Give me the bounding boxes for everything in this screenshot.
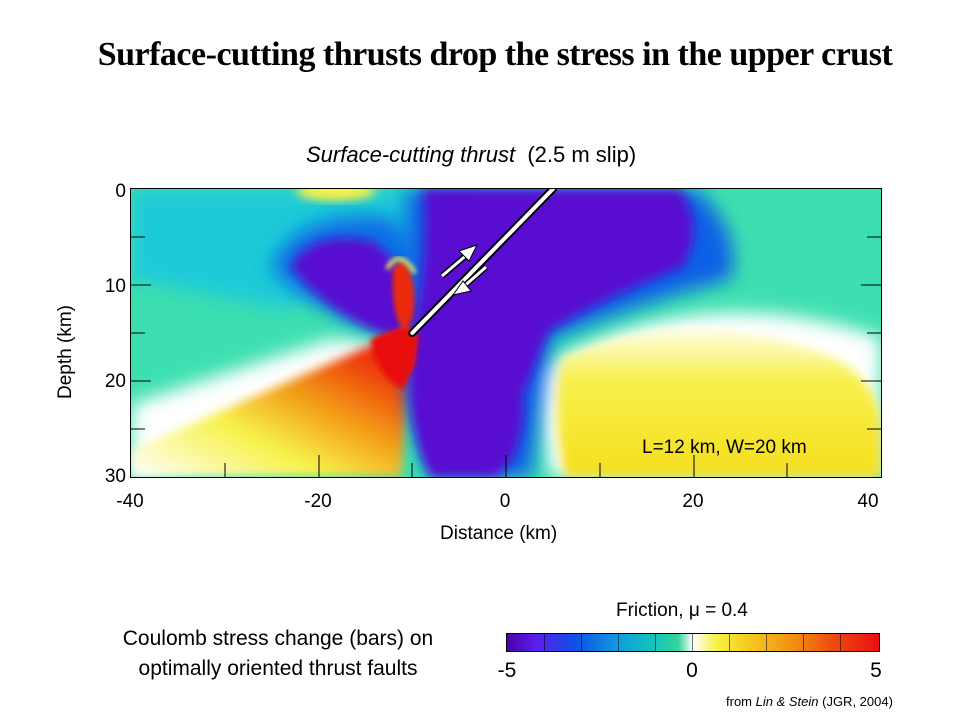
colorbar-max-label: 5 <box>870 659 882 682</box>
y-tick-label: 20 <box>104 371 126 392</box>
colorbar <box>506 633 880 652</box>
fault-trace <box>410 189 555 335</box>
colorbar-division <box>692 634 693 651</box>
colorbar-title: Friction, μ = 0.4 <box>616 600 748 621</box>
y-tick-label: 0 <box>115 181 126 202</box>
colorbar-description-line1: Coulomb stress change (bars) on <box>122 627 434 650</box>
colorbar-division <box>766 634 767 651</box>
tip-yellow-rim <box>385 257 417 275</box>
positive-tip-upper <box>392 261 415 331</box>
surface-yellow <box>296 189 376 201</box>
positive-tip-red <box>371 325 419 389</box>
slip-arrow-hanging-wall <box>440 244 478 279</box>
positive-fan-left <box>131 331 413 477</box>
x-tick-label: -20 <box>304 491 332 512</box>
x-tick-label: -40 <box>116 491 144 512</box>
colorbar-min-label: -5 <box>497 659 517 682</box>
x-tick-label: 0 <box>499 491 511 512</box>
plot-title-fault-type: Surface-cutting thrust <box>306 142 516 167</box>
credit-suffix: (JGR, 2004) <box>818 694 893 709</box>
plot-title: Surface-cutting thrust (2.5 m slip) <box>306 142 636 168</box>
colorbar-mid-label: 0 <box>686 659 698 682</box>
colorbar-description-line2: optimally oriented thrust faults <box>138 657 418 680</box>
colorbar-description: Coulomb stress change (bars) on optimall… <box>88 624 468 684</box>
colorbar-division <box>729 634 730 651</box>
y-tick-label: 10 <box>104 276 126 297</box>
colorbar-division <box>803 634 804 651</box>
x-axis-label: Distance (km) <box>440 523 558 544</box>
fault-dimensions-annotation: L=12 km, W=20 km <box>642 437 807 458</box>
coulomb-stress-map <box>130 188 882 478</box>
positive-lobe-right <box>557 329 881 477</box>
stress-shadow-left <box>291 238 416 337</box>
x-tick-label: 20 <box>682 491 704 512</box>
credit-authors: Lin & Stein <box>755 694 819 709</box>
y-axis-label: Depth (km) <box>55 305 76 399</box>
credit-prefix: from <box>726 694 756 709</box>
slide-title: Surface-cutting thrusts drop the stress … <box>97 36 893 73</box>
x-tick-label: 40 <box>857 491 879 512</box>
axis-ticks <box>131 236 881 477</box>
colorbar-division <box>544 634 545 651</box>
colorbar-division <box>840 634 841 651</box>
colorbar-division <box>581 634 582 651</box>
stress-map-svg <box>131 189 881 477</box>
slip-arrow-footwall <box>451 264 488 296</box>
colorbar-division <box>655 634 656 651</box>
plot-title-slip: (2.5 m slip) <box>527 142 637 167</box>
colorbar-division <box>618 634 619 651</box>
y-tick-label: 30 <box>104 466 126 487</box>
source-credit: from Lin & Stein (JGR, 2004) <box>726 694 893 709</box>
